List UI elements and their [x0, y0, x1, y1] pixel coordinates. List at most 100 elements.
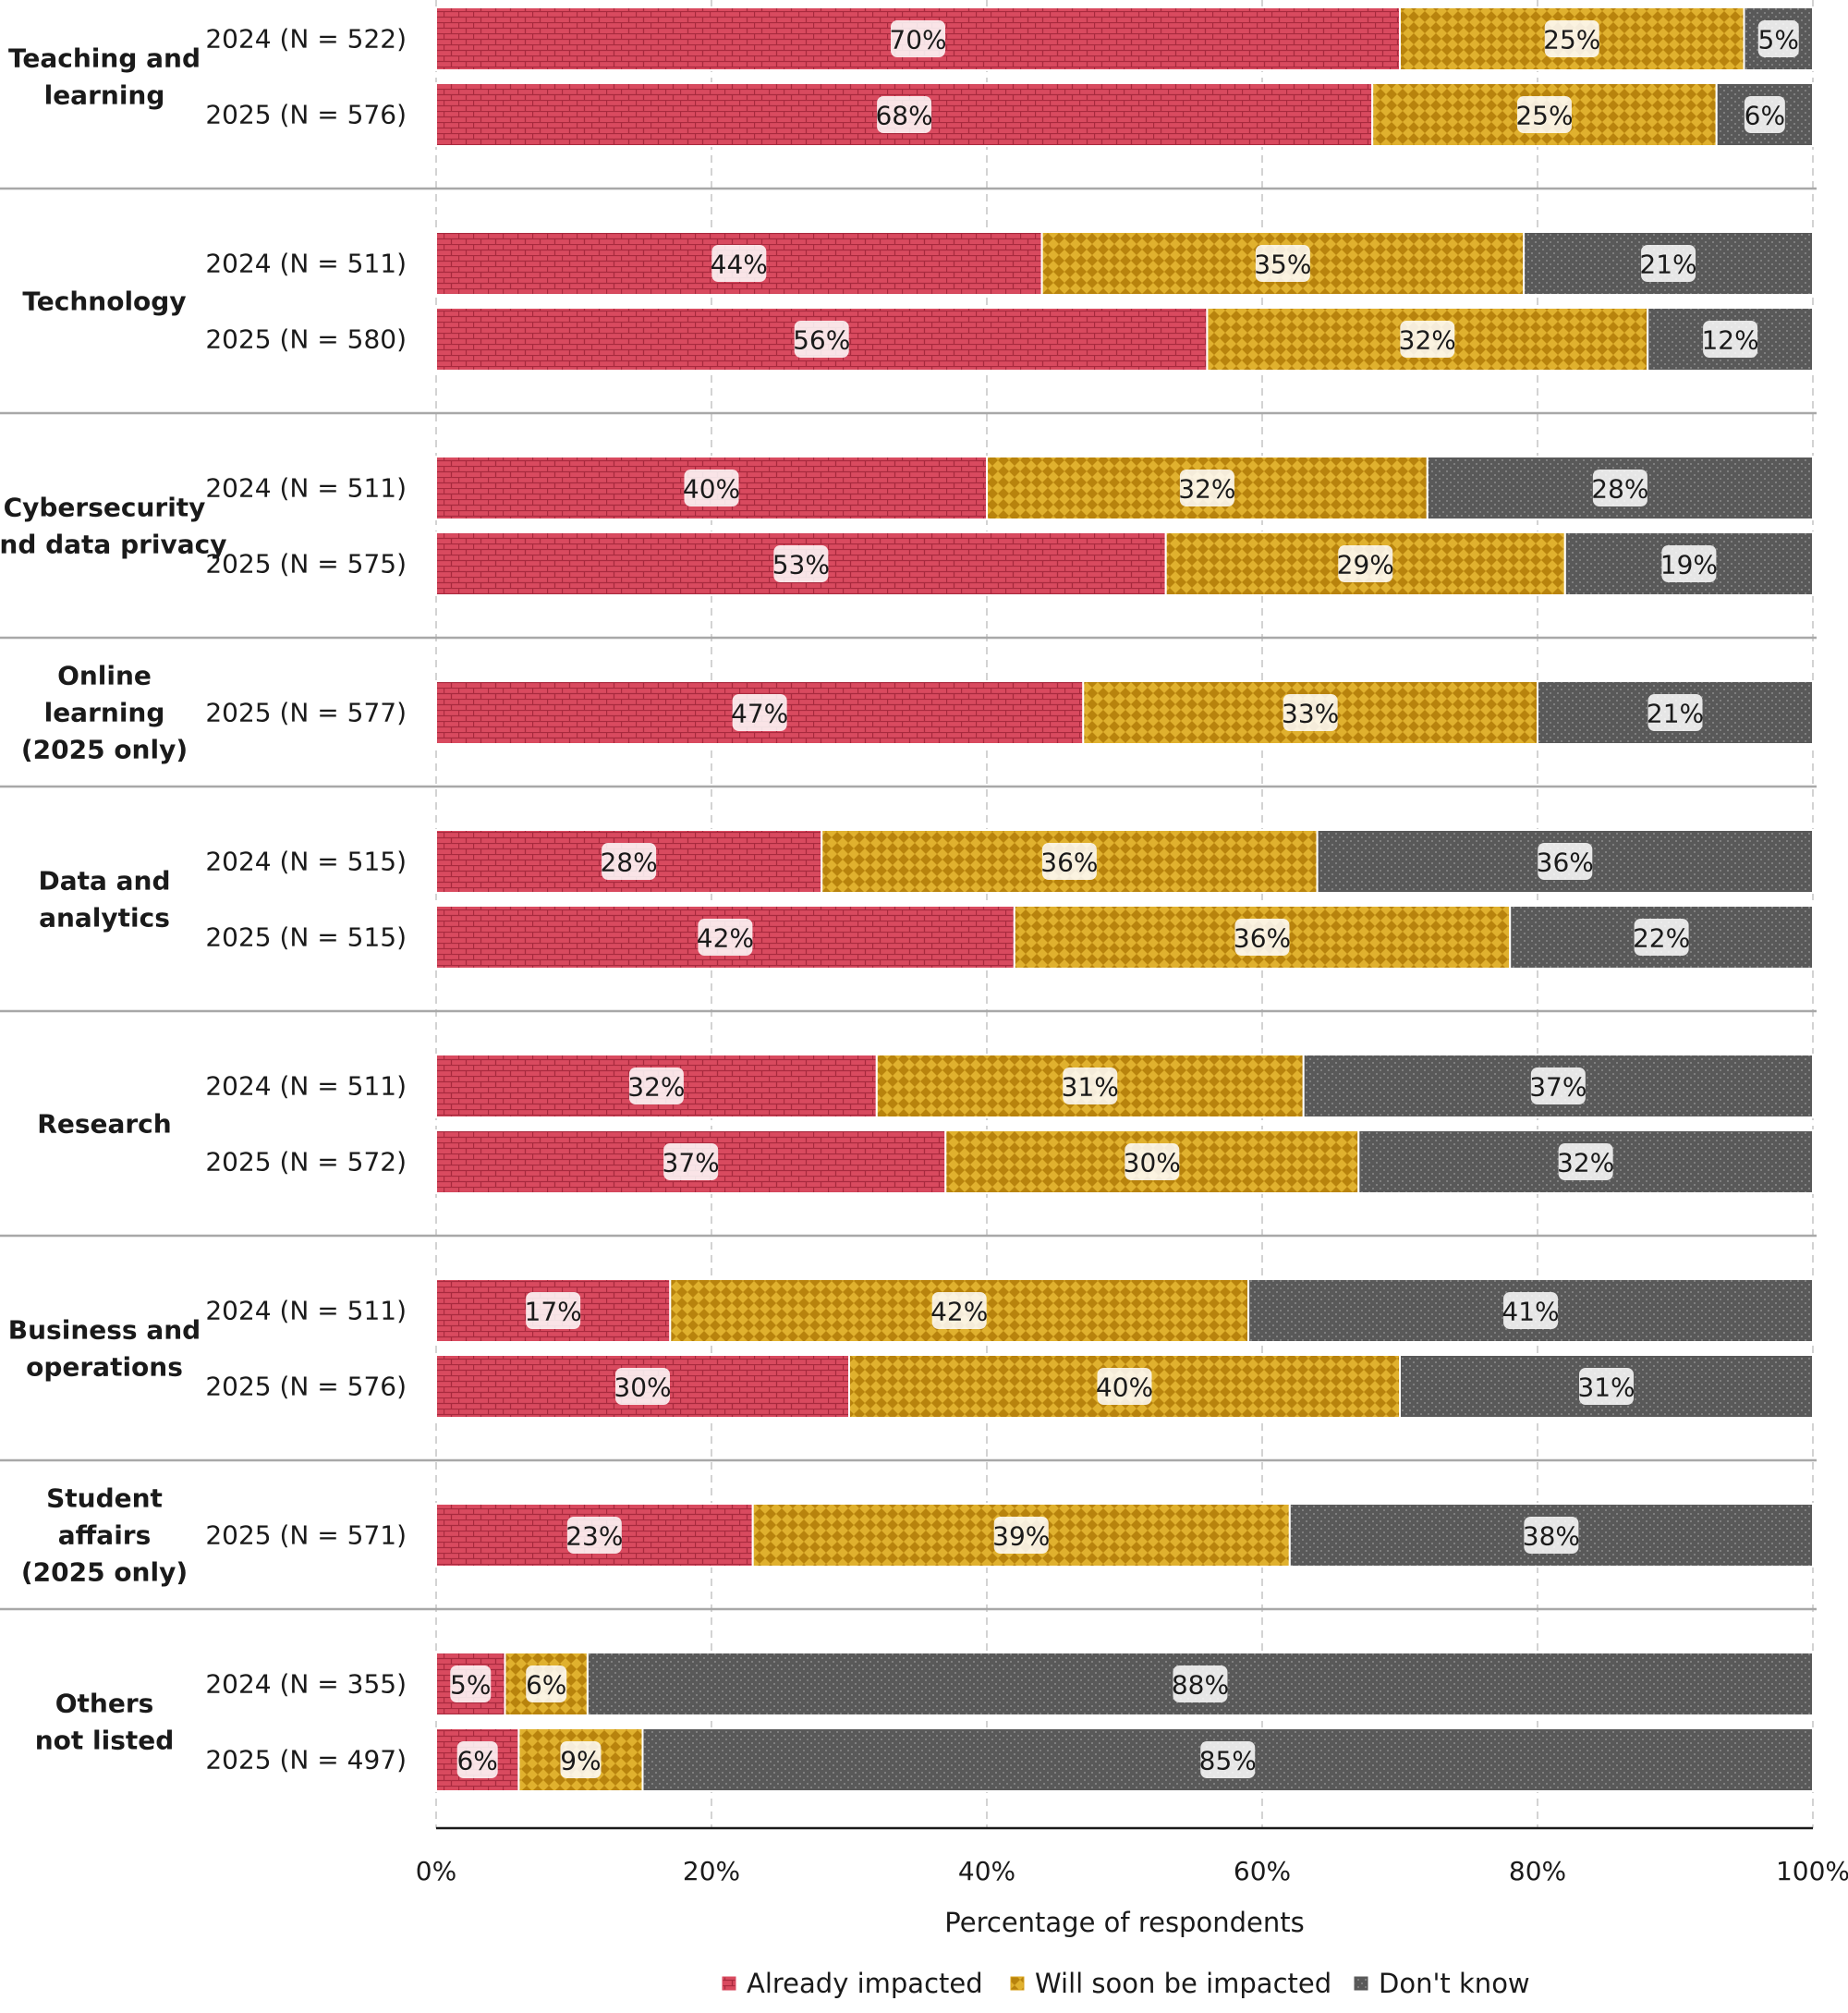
category-label: Teaching and [8, 43, 201, 74]
value-label: 33% [1282, 699, 1339, 729]
row-label: 2025 (N = 576) [205, 100, 407, 130]
x-tick-label: 0% [416, 1856, 456, 1886]
legend-swatch [1354, 1976, 1368, 1991]
value-label: 32% [627, 1072, 685, 1103]
category-label: Others [55, 1689, 154, 1719]
category-label: Technology [22, 287, 186, 317]
value-label: 9% [560, 1746, 601, 1776]
row-label: 2024 (N = 511) [205, 473, 407, 504]
category-label: Business and [8, 1315, 201, 1346]
value-label-box [1234, 919, 1290, 956]
value-label: 21% [1647, 699, 1704, 729]
legend-swatch [1010, 1976, 1025, 1991]
category-label: and data privacy [0, 530, 227, 560]
value-label: 6% [526, 1670, 566, 1701]
value-label-box [602, 843, 657, 880]
value-label-box [732, 694, 787, 731]
value-label-box [1530, 1068, 1586, 1104]
value-label-box [1097, 1368, 1152, 1405]
value-label: 40% [683, 474, 740, 505]
value-label-box [628, 1068, 684, 1104]
value-label-box [931, 1292, 987, 1329]
value-label-box [1179, 470, 1234, 506]
value-label: 36% [1234, 923, 1291, 954]
value-label: 21% [1639, 250, 1696, 280]
value-label: 5% [450, 1670, 491, 1701]
legend-label: Don't know [1379, 1968, 1530, 1999]
value-label: 40% [1096, 1372, 1153, 1403]
value-label-box [1283, 694, 1338, 731]
row-label: 2024 (N = 355) [205, 1669, 407, 1700]
value-label: 25% [1515, 101, 1573, 131]
category-label: affairs [58, 1520, 152, 1551]
bar-segment-dont-know [1316, 829, 1814, 894]
value-label-box [566, 1517, 622, 1554]
value-label-box [1647, 694, 1703, 731]
value-label: 37% [1529, 1072, 1587, 1103]
value-label-box [1063, 1068, 1118, 1104]
value-label: 70% [889, 25, 946, 55]
value-label-box [1516, 96, 1572, 133]
value-label-box [1173, 1665, 1228, 1702]
value-label: 36% [1537, 848, 1594, 878]
bar-segment-will-soon-be-impacted [751, 1503, 1291, 1568]
value-label: 32% [1178, 474, 1235, 505]
value-label-box [891, 20, 945, 57]
value-label-box [560, 1741, 602, 1778]
row-label: 2024 (N = 511) [205, 1071, 407, 1102]
value-label: 85% [1199, 1746, 1257, 1776]
value-label: 6% [1745, 101, 1785, 131]
value-label-box [1200, 1741, 1256, 1778]
value-label: 36% [1040, 848, 1098, 878]
category-label: Student [46, 1483, 163, 1514]
row-label: 2024 (N = 515) [205, 847, 407, 877]
row-label: 2025 (N = 571) [205, 1520, 407, 1551]
value-label: 19% [1660, 550, 1718, 580]
category-label: Cybersecurity [4, 493, 206, 523]
legend-swatch [722, 1976, 736, 1991]
value-label: 88% [1172, 1670, 1229, 1701]
value-label-box [1524, 1517, 1579, 1554]
value-label: 30% [1124, 1148, 1181, 1178]
value-label: 35% [1254, 250, 1311, 280]
value-label: 28% [1591, 474, 1648, 505]
category-label: (2025 only) [21, 1557, 188, 1588]
value-label-box [1538, 843, 1593, 880]
value-label-box [663, 1143, 719, 1180]
row-label: 2024 (N = 511) [205, 1296, 407, 1326]
value-label-box [1503, 1292, 1559, 1329]
row-label: 2025 (N = 577) [205, 698, 407, 728]
value-label-box [615, 1368, 670, 1405]
value-label-box [450, 1665, 492, 1702]
x-axis-title: Percentage of respondents [944, 1907, 1304, 1938]
value-label: 32% [1557, 1148, 1614, 1178]
value-label-box [1744, 96, 1785, 133]
row-label: 2025 (N = 575) [205, 549, 407, 580]
value-label: 39% [992, 1521, 1050, 1552]
row-label: 2024 (N = 511) [205, 249, 407, 279]
value-label-box [1041, 843, 1097, 880]
value-label-box [993, 1517, 1049, 1554]
value-label: 25% [1543, 25, 1600, 55]
value-label-box [684, 470, 739, 506]
value-label-box [1558, 1143, 1613, 1180]
value-label: 5% [1758, 25, 1799, 55]
value-label-box [794, 321, 849, 358]
value-label: 38% [1523, 1521, 1580, 1552]
category-label: analytics [39, 903, 170, 933]
category-label: operations [26, 1352, 183, 1383]
value-label-box [773, 545, 829, 582]
value-label-box [456, 1741, 498, 1778]
value-label: 31% [1577, 1372, 1635, 1403]
legend-label: Already impacted [747, 1968, 983, 1999]
value-label: 17% [525, 1297, 582, 1327]
value-label: 41% [1502, 1297, 1559, 1327]
category-label: learning [44, 698, 165, 728]
bar-segment-will-soon-be-impacted [848, 1354, 1401, 1419]
value-label-box [1757, 20, 1799, 57]
value-label: 31% [1062, 1072, 1119, 1103]
x-tick-label: 100% [1776, 1856, 1848, 1886]
value-label: 44% [711, 250, 768, 280]
value-label-box [1400, 321, 1455, 358]
value-label-box [698, 919, 753, 956]
